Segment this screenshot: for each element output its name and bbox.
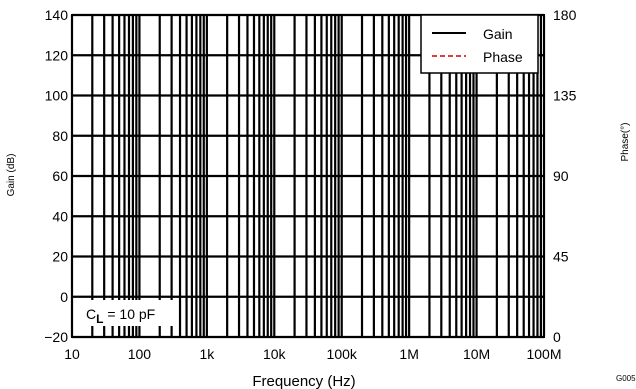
legend-box <box>420 14 539 74</box>
right-tick-label: 180 <box>553 7 577 23</box>
plot-frame <box>71 14 545 338</box>
left-tick-label: 100 <box>45 88 69 104</box>
left-tick-label: 40 <box>52 208 68 224</box>
left-tick-label: 60 <box>52 168 68 184</box>
x-tick-label: 10k <box>263 346 287 362</box>
left-tick-label: 80 <box>52 128 68 144</box>
capacitance-annotation: CL = 10 pF <box>83 300 177 326</box>
right-tick-labels: 0 45 90 135 180 <box>553 7 577 345</box>
left-axis-label: Gain (dB) <box>6 154 17 197</box>
left-tick-label: 140 <box>45 7 69 23</box>
x-tick-label: 1k <box>199 346 215 362</box>
annotation-prefix: C <box>86 306 96 322</box>
right-axis-label: Phase(°) <box>620 122 631 161</box>
annotation-subscript: L <box>96 312 103 326</box>
right-tick-label: 0 <box>553 329 561 345</box>
left-tick-label: −20 <box>44 329 68 345</box>
legend-label-gain: Gain <box>483 26 513 42</box>
right-tick-label: 135 <box>553 88 577 104</box>
annotation-suffix: = 10 pF <box>103 306 155 322</box>
x-tick-label: 10M <box>463 346 490 362</box>
right-tick-label: 45 <box>553 249 569 265</box>
annotation-box <box>83 300 177 326</box>
x-tick-label: 10 <box>64 346 80 362</box>
x-tick-label: 1M <box>399 346 418 362</box>
x-tick-labels: 10 100 1k 10k 100k 1M 10M 100M <box>64 346 561 362</box>
legend-label-phase: Phase <box>483 49 523 65</box>
left-tick-labels: −20 0 20 40 60 80 100 120 140 <box>44 7 68 345</box>
left-tick-label: 20 <box>52 249 68 265</box>
annotation-text: CL = 10 pF <box>86 306 155 326</box>
legend: Gain Phase <box>420 14 539 74</box>
right-tick-label: 90 <box>553 168 569 184</box>
left-tick-label: 120 <box>45 47 69 63</box>
x-tick-label: 100k <box>327 346 358 362</box>
x-axis-label: Frequency (Hz) <box>252 373 355 389</box>
x-tick-label: 100M <box>526 346 561 362</box>
figure-code: G005 <box>616 374 636 383</box>
left-tick-label: 0 <box>60 289 68 305</box>
x-tick-label: 100 <box>128 346 152 362</box>
